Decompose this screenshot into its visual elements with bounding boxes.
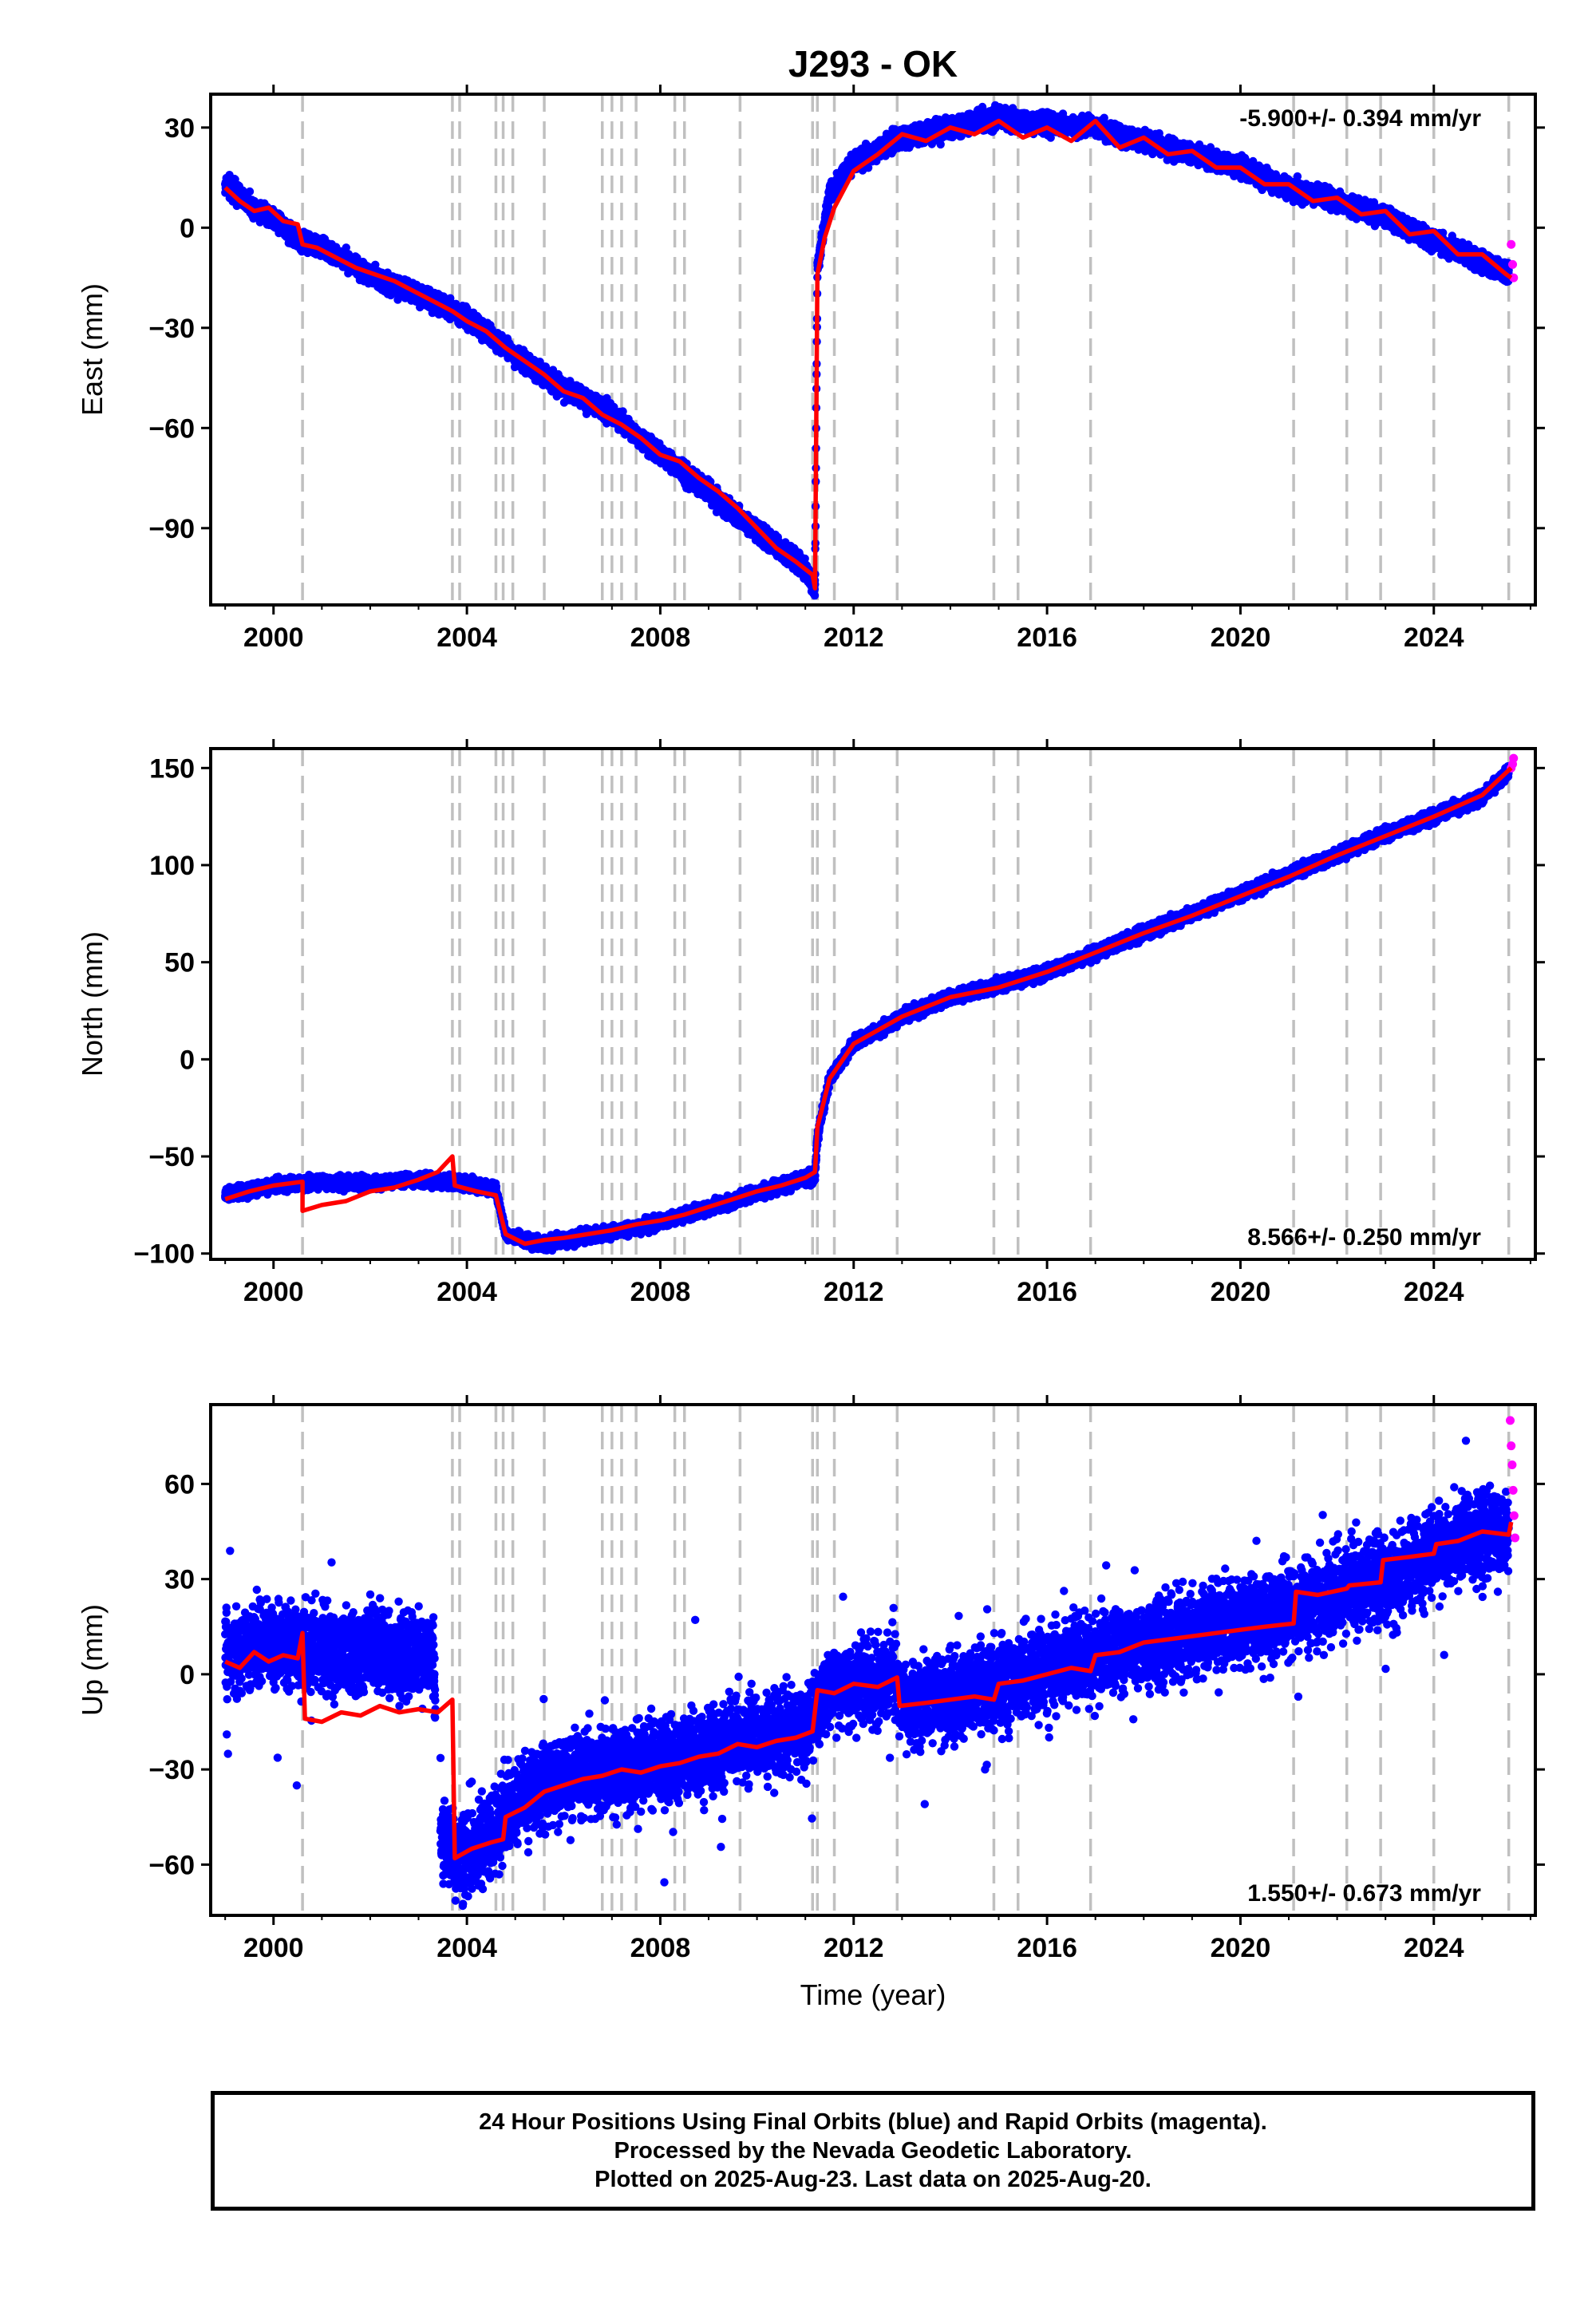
east-final-point-1134 xyxy=(371,260,380,269)
east-final-point-914 xyxy=(342,243,350,252)
east-final-points xyxy=(221,101,1513,600)
east-final-point-186 xyxy=(245,187,255,196)
east-final-point-4454 xyxy=(810,591,820,600)
east-plot-area xyxy=(221,94,1519,605)
figure-title: J293 - OK xyxy=(788,43,958,85)
east-panel: 2000 2004 2008 2012 2016 2020 2024300−30−60−90… xyxy=(76,85,1545,653)
